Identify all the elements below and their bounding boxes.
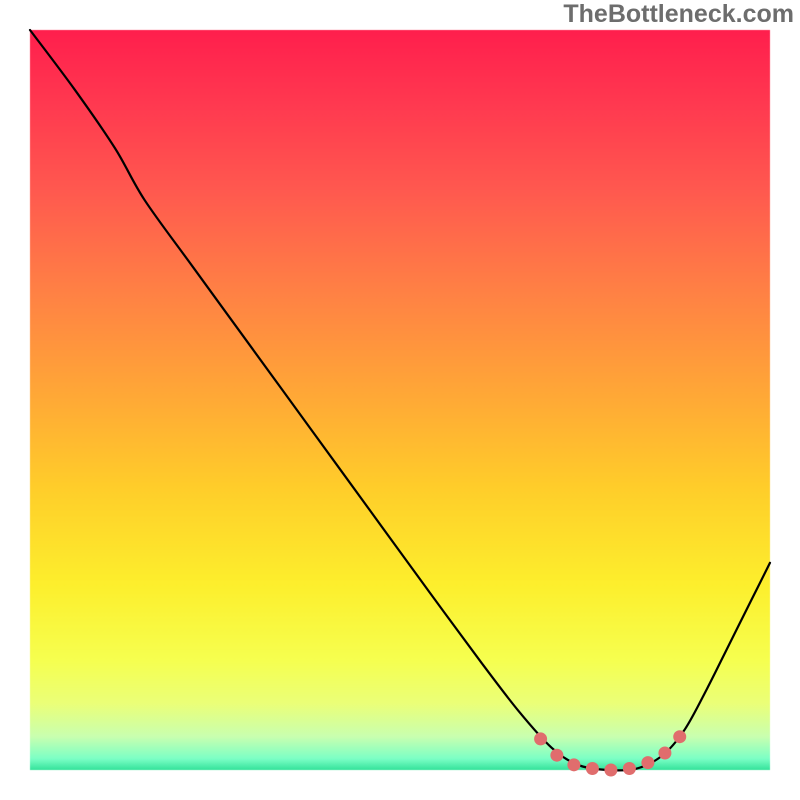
watermark-text: TheBottleneck.com xyxy=(563,0,794,29)
gradient-background xyxy=(0,0,800,800)
chart-container: TheBottleneck.com xyxy=(0,0,800,800)
